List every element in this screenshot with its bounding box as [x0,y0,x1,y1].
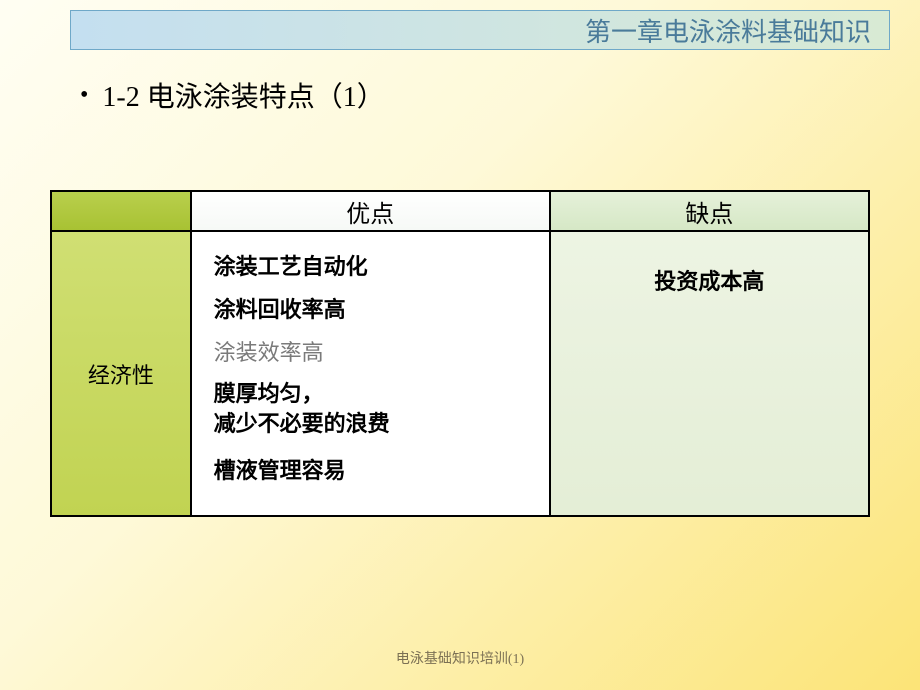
cell-advantages: 涂装工艺自动化 涂料回收率高 涂装效率高 膜厚均匀， 减少不必要的浪费 槽液管理… [191,231,550,516]
header-disadvantage: 缺点 [550,191,869,231]
table-row: 经济性 涂装工艺自动化 涂料回收率高 涂装效率高 膜厚均匀， 减少不必要的浪费 … [51,231,869,516]
advantage-item: 槽液管理容易 [214,454,535,487]
advantage-item: 膜厚均匀， 减少不必要的浪费 [214,379,535,438]
advantage-item: 涂料回收率高 [214,293,535,326]
cell-category: 经济性 [51,231,191,516]
section-heading-text: 1-2 电泳涂装特点（1） [102,75,384,115]
header-category-blank [51,191,191,231]
chapter-header-bar: 第一章电泳涂料基础知识 [70,10,890,50]
cell-disadvantage: 投资成本高 [550,231,869,516]
advantage-item: 涂装效率高 [214,336,535,369]
table-header-row: 优点 缺点 [51,191,869,231]
chapter-title: 第一章电泳涂料基础知识 [585,12,871,49]
footer-text: 电泳基础知识培训(1) [0,648,920,668]
header-advantage: 优点 [191,191,550,231]
advantage-line: 减少不必要的浪费 [214,411,390,436]
bullet-dot: • [80,82,88,109]
advantage-item: 涂装工艺自动化 [214,250,535,283]
features-table: 优点 缺点 经济性 涂装工艺自动化 涂料回收率高 涂装效率高 膜厚均匀， 减少不… [50,190,870,517]
section-heading: • 1-2 电泳涂装特点（1） [80,75,385,115]
advantage-line: 膜厚均匀， [214,381,324,406]
